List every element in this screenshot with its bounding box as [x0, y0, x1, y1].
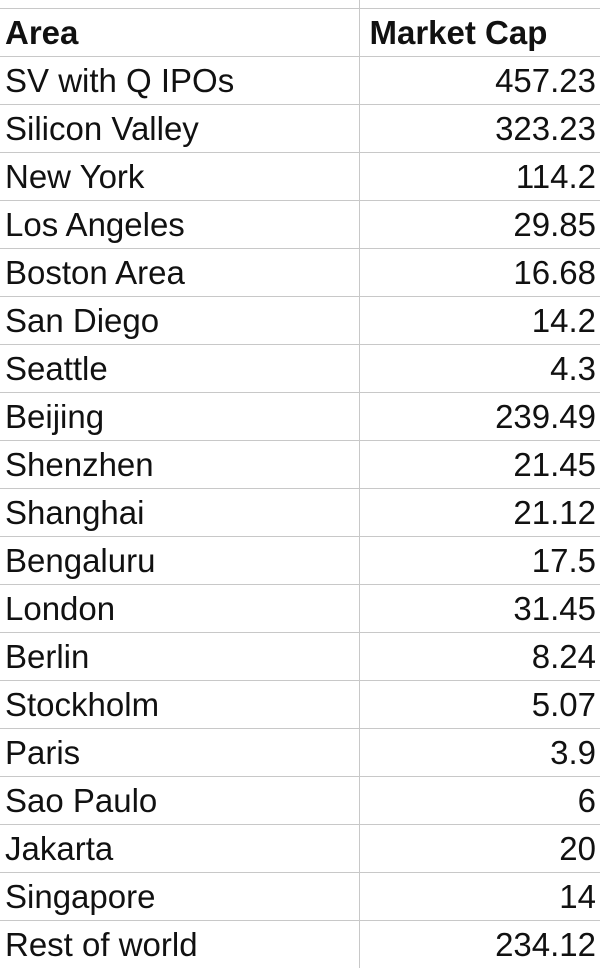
table-row: Seattle 4.3: [0, 344, 600, 393]
table-row: SV with Q IPOs 457.23: [0, 56, 600, 105]
header-market-cap[interactable]: Market Cap: [359, 8, 600, 57]
table-row: Singapore 14: [0, 872, 600, 921]
cell-area[interactable]: Bengaluru: [0, 536, 360, 585]
table-row: San Diego 14.2: [0, 296, 600, 345]
cell-market-cap[interactable]: 17.5: [359, 536, 600, 585]
cell-market-cap[interactable]: 457.23: [359, 56, 600, 105]
cell-market-cap[interactable]: 3.9: [359, 728, 600, 777]
cell-market-cap[interactable]: 20: [359, 824, 600, 873]
table-row: Rest of world 234.12: [0, 920, 600, 968]
cell-area[interactable]: Silicon Valley: [0, 104, 360, 153]
table-row: Beijing 239.49: [0, 392, 600, 441]
cell-market-cap[interactable]: 114.2: [359, 152, 600, 201]
cell-market-cap[interactable]: 5.07: [359, 680, 600, 729]
table-row: New York 114.2: [0, 152, 600, 201]
table-row: Berlin 8.24: [0, 632, 600, 681]
table-row: Shanghai 21.12: [0, 488, 600, 537]
cell-market-cap[interactable]: 14.2: [359, 296, 600, 345]
table-row: Shenzhen 21.45: [0, 440, 600, 489]
cell-area[interactable]: Los Angeles: [0, 200, 360, 249]
cell-area[interactable]: Sao Paulo: [0, 776, 360, 825]
cell-market-cap[interactable]: 6: [359, 776, 600, 825]
cell-market-cap[interactable]: 29.85: [359, 200, 600, 249]
cell-market-cap[interactable]: 21.12: [359, 488, 600, 537]
cell-area[interactable]: Shenzhen: [0, 440, 360, 489]
cell-area[interactable]: Stockholm: [0, 680, 360, 729]
cell-area[interactable]: Paris: [0, 728, 360, 777]
cell-market-cap[interactable]: 234.12: [359, 920, 600, 968]
table-row: Jakarta 20: [0, 824, 600, 873]
table-row: Bengaluru 17.5: [0, 536, 600, 585]
header-area[interactable]: Area: [0, 8, 360, 57]
table-row: London 31.45: [0, 584, 600, 633]
cell-area[interactable]: Rest of world: [0, 920, 360, 968]
cell-market-cap[interactable]: 14: [359, 872, 600, 921]
table-row: Stockholm 5.07: [0, 680, 600, 729]
table-row: Silicon Valley 323.23: [0, 104, 600, 153]
top-strip: [0, 0, 600, 8]
table-row: Boston Area 16.68: [0, 248, 600, 297]
cell-area[interactable]: Shanghai: [0, 488, 360, 537]
cell-area[interactable]: Boston Area: [0, 248, 360, 297]
column-divider: [359, 0, 360, 8]
cell-area[interactable]: Beijing: [0, 392, 360, 441]
header-row: Area Market Cap: [0, 8, 600, 57]
cell-area[interactable]: Singapore: [0, 872, 360, 921]
table-row: Sao Paulo 6: [0, 776, 600, 825]
cell-area[interactable]: New York: [0, 152, 360, 201]
cell-market-cap[interactable]: 31.45: [359, 584, 600, 633]
cell-market-cap[interactable]: 323.23: [359, 104, 600, 153]
cell-area[interactable]: Berlin: [0, 632, 360, 681]
cell-area[interactable]: Seattle: [0, 344, 360, 393]
cell-area[interactable]: San Diego: [0, 296, 360, 345]
cell-area[interactable]: London: [0, 584, 360, 633]
cell-area[interactable]: SV with Q IPOs: [0, 56, 360, 105]
cell-market-cap[interactable]: 239.49: [359, 392, 600, 441]
table-body: SV with Q IPOs 457.23 Silicon Valley 323.23…: [0, 56, 600, 968]
table-row: Los Angeles 29.85: [0, 200, 600, 249]
market-cap-table: Area Market Cap SV with Q IPOs 457.23 Sili…: [0, 8, 600, 968]
cell-area[interactable]: Jakarta: [0, 824, 360, 873]
cell-market-cap[interactable]: 21.45: [359, 440, 600, 489]
cell-market-cap[interactable]: 8.24: [359, 632, 600, 681]
table-row: Paris 3.9: [0, 728, 600, 777]
cell-market-cap[interactable]: 16.68: [359, 248, 600, 297]
cell-market-cap[interactable]: 4.3: [359, 344, 600, 393]
